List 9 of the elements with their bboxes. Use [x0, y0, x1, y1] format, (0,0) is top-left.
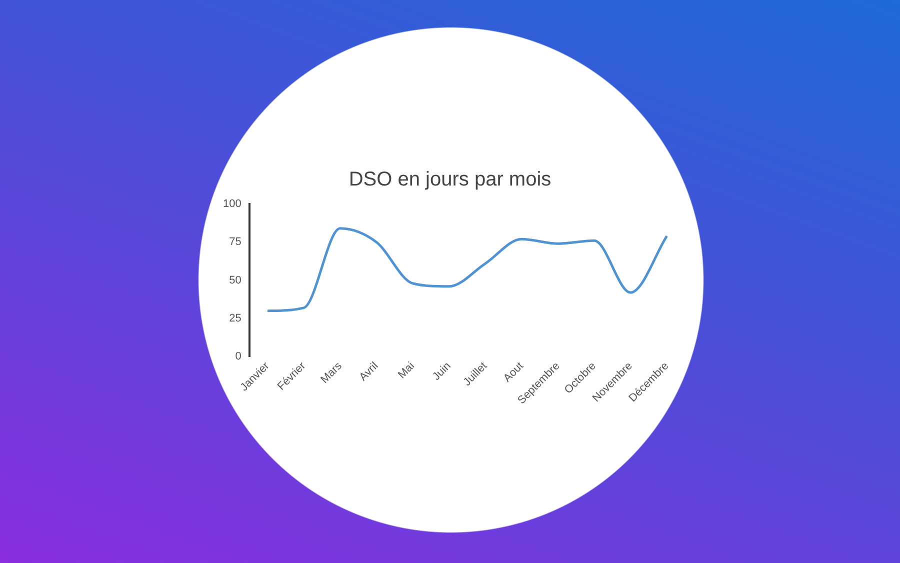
chart-title: DSO en jours par mois	[348, 168, 552, 191]
y-tick-label: 75	[229, 236, 242, 248]
line-series	[266, 227, 668, 312]
y-tick-label: 0	[235, 350, 242, 363]
x-tick-label: Mai	[396, 360, 417, 382]
x-tick-label: Juin	[430, 360, 454, 383]
y-tick-label: 100	[222, 198, 242, 210]
y-tick-label: 25	[229, 312, 242, 324]
y-tick-label: 50	[229, 274, 242, 286]
